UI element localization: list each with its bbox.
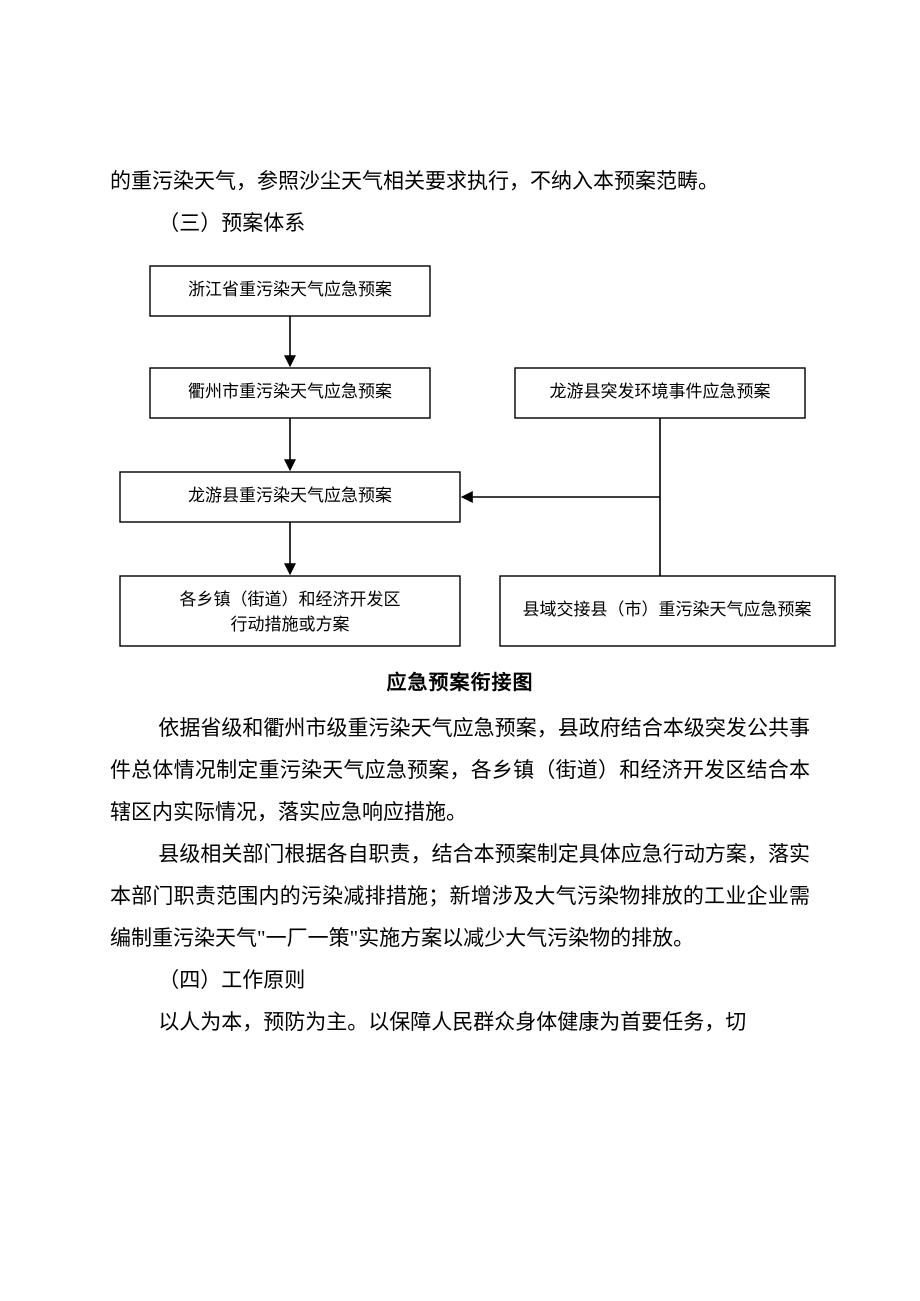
body-paragraph-3: 以人为本，预防为主。以保障人民群众身体健康为首要任务，切	[110, 1001, 810, 1043]
section-heading-4: （四）工作原则	[110, 959, 810, 1001]
flow-node-label: 龙游县突发环境事件应急预案	[550, 382, 771, 401]
flow-node-label: 行动措施或方案	[231, 615, 350, 634]
flow-node-label: 衢州市重污染天气应急预案	[188, 381, 392, 401]
body-paragraph-1: 依据省级和衢州市级重污染天气应急预案，县政府结合本级突发公共事件总体情况制定重污…	[110, 707, 810, 833]
flow-node-adjacent-counties: 县域交接县（市）重污染天气应急预案	[500, 576, 835, 646]
flow-node-longyou-pollution: 龙游县重污染天气应急预案	[120, 472, 460, 522]
flow-node-label: 各乡镇（街道）和经济开发区	[180, 590, 401, 609]
flowchart-svg: 浙江省重污染天气应急预案 衢州市重污染天气应急预案 龙游县突发环境事件应急预案 …	[105, 256, 840, 656]
section-heading-3: （三）预案体系	[110, 202, 810, 244]
flowchart-container: 浙江省重污染天气应急预案 衢州市重污染天气应急预案 龙游县突发环境事件应急预案 …	[105, 256, 840, 656]
flow-node-label: 浙江省重污染天气应急预案	[188, 280, 392, 299]
diagram-caption: 应急预案衔接图	[110, 666, 810, 695]
flow-node-longyou-env: 龙游县突发环境事件应急预案	[515, 368, 805, 418]
flow-node-label: 县域交接县（市）重污染天气应急预案	[523, 600, 812, 619]
flow-node-label: 龙游县重污染天气应急预案	[188, 486, 392, 505]
flow-node-townships: 各乡镇（街道）和经济开发区 行动措施或方案	[120, 576, 460, 646]
flow-node-quzhou: 衢州市重污染天气应急预案	[150, 368, 430, 418]
flow-node-zhejiang: 浙江省重污染天气应急预案	[150, 266, 430, 316]
body-paragraph-2: 县级相关部门根据各自职责，结合本预案制定具体应急行动方案，落实本部门职责范围内的…	[110, 833, 810, 959]
continuation-line: 的重污染天气，参照沙尘天气相关要求执行，不纳入本预案范畴。	[110, 160, 810, 202]
document-page: 的重污染天气，参照沙尘天气相关要求执行，不纳入本预案范畴。 （三）预案体系 浙江…	[0, 0, 920, 1103]
